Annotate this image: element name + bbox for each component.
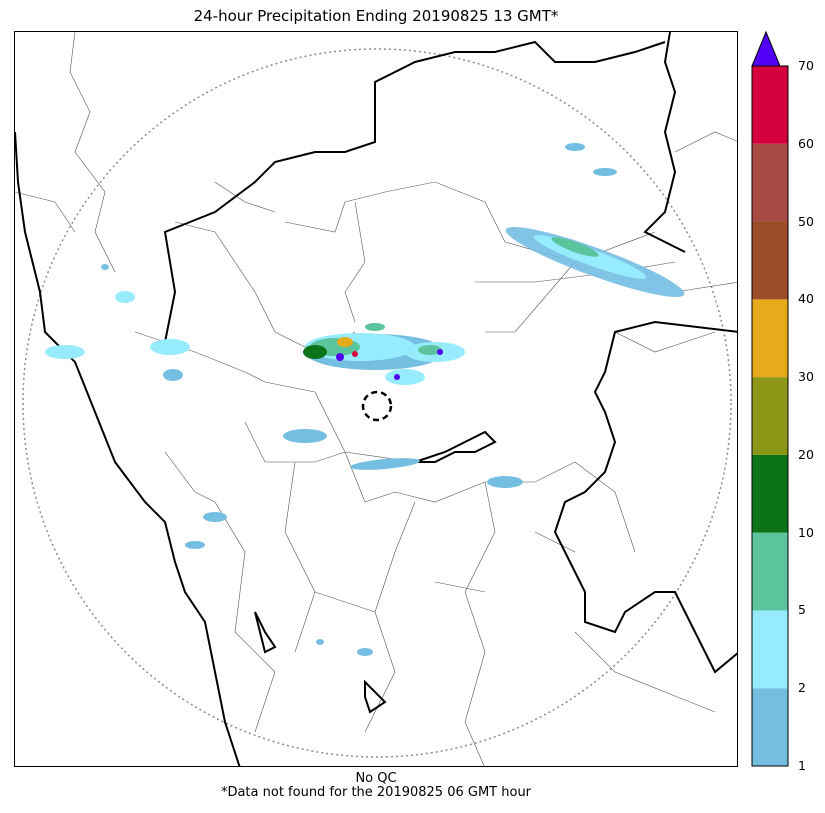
colorbar-tick-label: 5: [798, 602, 806, 618]
precip-area: [283, 429, 327, 443]
precip-area: [418, 345, 442, 355]
colorbar-segments: [752, 66, 788, 766]
colorbar-segment: [752, 454, 788, 533]
precip-area: [357, 648, 373, 656]
precipitation-areas: [45, 143, 685, 656]
colorbar-extend-arrow: [751, 30, 781, 67]
footer-qc-note: No QC: [355, 771, 397, 786]
precip-area: [337, 337, 353, 347]
colorbar-tick-label: 30: [798, 369, 814, 385]
precip-area: [101, 264, 109, 270]
colorbar-segment: [752, 299, 788, 378]
colorbar-segment: [752, 66, 788, 144]
radar-range-ring: [22, 48, 732, 758]
colorbar-tick-label: 50: [798, 213, 814, 229]
precip-area: [437, 349, 443, 355]
district-boundaries: [15, 32, 737, 766]
colorbar-segment: [752, 532, 788, 611]
precip-area: [385, 369, 425, 385]
colorbar-tick-label: 2: [798, 680, 806, 696]
precip-area: [350, 458, 420, 470]
colorbar-tick-label: 40: [798, 291, 814, 307]
colorbar-segment: [752, 688, 788, 766]
footer-missing-data-note: *Data not found for the 20190825 06 GMT …: [220, 785, 532, 800]
precip-area: [150, 339, 190, 355]
colorbar-tick-label: 1: [798, 758, 806, 773]
colorbar-segment: [752, 143, 788, 222]
precip-area: [394, 374, 400, 380]
precip-area: [303, 345, 327, 359]
colorbar-segment: [752, 377, 788, 455]
precip-area: [487, 476, 523, 488]
colorbar-segment: [752, 221, 788, 300]
precip-area: [365, 323, 385, 331]
map-canvas: [15, 32, 737, 766]
precip-area: [115, 291, 135, 303]
colorbar-frame: [751, 65, 789, 767]
map-title: 24-hour Precipitation Ending 20190825 13…: [193, 7, 559, 25]
precip-area: [45, 345, 85, 359]
colorbar-segment: [752, 610, 788, 689]
precip-area: [163, 369, 183, 381]
precip-area: [593, 168, 617, 176]
colorbar-tick-label: 60: [798, 135, 814, 151]
state-boundaries: [15, 32, 737, 766]
radar-site-marker: [361, 390, 393, 422]
precip-area: [565, 143, 585, 151]
precipitation-map: [14, 31, 738, 767]
colorbar: [751, 30, 789, 767]
colorbar-tick-label: 10: [798, 524, 814, 540]
precip-area: [203, 512, 227, 522]
colorbar-tick-label: 20: [798, 446, 814, 462]
precip-area: [336, 353, 344, 361]
precip-area: [316, 639, 324, 645]
precip-area: [185, 541, 205, 549]
precip-area: [551, 237, 599, 257]
precip-area: [352, 351, 358, 357]
colorbar-tick-label: 70: [798, 58, 814, 73]
